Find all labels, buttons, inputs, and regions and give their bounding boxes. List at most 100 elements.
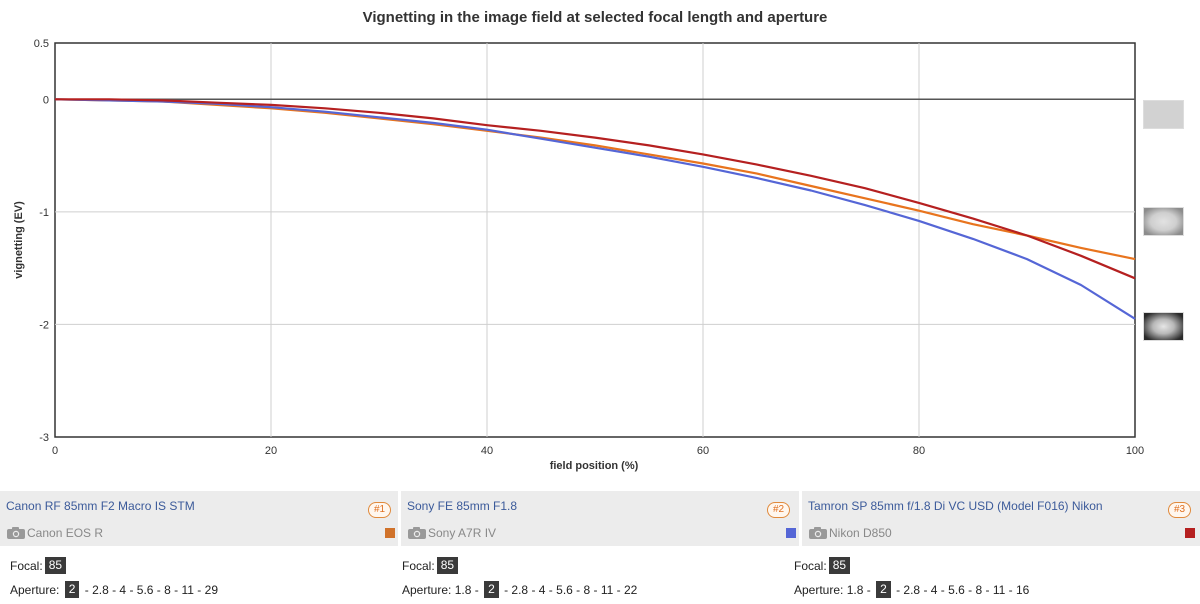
y-axis-title: vignetting (EV) xyxy=(13,201,25,279)
vignetting-chart: 0 20 40 60 80 100 0.5 0 -1 -2 -3 field position (%… xyxy=(13,38,1144,472)
aperture-option[interactable]: 22 xyxy=(624,582,638,597)
x-tick-label: 0 xyxy=(52,445,58,457)
camera-icon xyxy=(408,527,426,539)
focal-row: Focal: 85 xyxy=(794,557,852,574)
x-tick-label: 40 xyxy=(481,445,493,457)
aperture-separator: - xyxy=(545,582,557,597)
aperture-option[interactable]: 8 xyxy=(583,582,591,597)
aperture-row: Aperture: 2 - 2.8 - 4 - 5.6 - 8 - 11 - 2… xyxy=(10,581,218,598)
plot-frame xyxy=(54,42,1136,438)
aperture-option[interactable]: 4 xyxy=(538,582,546,597)
series-line-1 xyxy=(54,98,1136,261)
aperture-separator: - xyxy=(153,582,165,597)
x-tick-label: 60 xyxy=(697,445,709,457)
lens-number-badge: #3 xyxy=(1168,502,1192,518)
x-tick-label: 20 xyxy=(265,445,277,457)
aperture-separator: - xyxy=(863,582,875,597)
aperture-separator: - xyxy=(471,582,483,597)
y-tick-label: -2 xyxy=(39,319,49,331)
x-tick-label: 80 xyxy=(913,445,925,457)
aperture-option[interactable]: 2.8 xyxy=(92,582,109,597)
aperture-separator: - xyxy=(193,582,205,597)
aperture-separator: - xyxy=(500,582,512,597)
lens-panel-1: Canon RF 85mm F2 Macro IS STM #1 Canon E… xyxy=(0,491,398,546)
aperture-option[interactable]: 4 xyxy=(119,582,127,597)
series-layer xyxy=(54,98,1136,320)
aperture-option[interactable]: 1.8 xyxy=(846,582,864,597)
y-tick-label: -3 xyxy=(39,432,49,444)
series-line-2 xyxy=(54,98,1136,320)
vignetting-preview-light xyxy=(1143,100,1184,129)
aperture-option-selected[interactable]: 2 xyxy=(876,581,891,598)
y-tick-label: 0 xyxy=(43,94,49,106)
aperture-separator: - xyxy=(126,582,137,597)
aperture-spacer xyxy=(59,583,62,597)
aperture-option[interactable]: 11 xyxy=(181,582,194,597)
lens-name-link[interactable]: Tamron SP 85mm f/1.8 Di VC USD (Model F0… xyxy=(808,499,1103,513)
x-axis-title: field position (%) xyxy=(550,460,639,472)
aperture-option[interactable]: 4 xyxy=(930,582,938,597)
focal-label: Focal: xyxy=(794,558,827,573)
focal-value-selector[interactable]: 85 xyxy=(828,557,851,574)
y-tick-label: -1 xyxy=(39,207,49,219)
camera-row: Canon EOS R xyxy=(6,526,103,540)
y-tick-label: 0.5 xyxy=(34,38,49,50)
aperture-option[interactable]: 16 xyxy=(1016,582,1030,597)
focal-value-selector[interactable]: 85 xyxy=(44,557,67,574)
aperture-option[interactable]: 8 xyxy=(164,582,171,597)
focal-row: Focal: 85 xyxy=(402,557,460,574)
aperture-option[interactable]: 5.6 xyxy=(136,582,154,597)
aperture-separator: - xyxy=(613,582,624,597)
aperture-option[interactable]: 1.8 xyxy=(454,582,472,597)
aperture-option[interactable]: 29 xyxy=(204,582,218,597)
aperture-option-selected[interactable]: 2 xyxy=(64,581,80,598)
aperture-option[interactable]: 2.8 xyxy=(903,582,921,597)
focal-label: Focal: xyxy=(10,558,43,573)
aperture-separator: - xyxy=(108,582,120,597)
aperture-label: Aperture: xyxy=(794,582,844,597)
camera-name: Nikon D850 xyxy=(829,526,892,540)
aperture-separator: - xyxy=(170,582,182,597)
series-line-3 xyxy=(55,98,1136,280)
aperture-option[interactable]: 11 xyxy=(600,582,614,597)
lens-name-link[interactable]: Canon RF 85mm F2 Macro IS STM xyxy=(6,499,195,513)
camera-icon xyxy=(809,527,827,539)
aperture-option[interactable]: 5.6 xyxy=(556,582,573,597)
lens-name-link[interactable]: Sony FE 85mm F1.8 xyxy=(407,499,518,513)
camera-icon xyxy=(7,527,25,539)
chart-title: Vignetting in the image field at selecte… xyxy=(362,9,828,26)
aperture-separator: - xyxy=(572,582,584,597)
focal-row: Focal: 85 xyxy=(10,557,68,574)
vignetting-preview-medium xyxy=(1143,207,1184,236)
lens-number-badge: #1 xyxy=(368,502,392,518)
lens-panel-2: Sony FE 85mm F1.8 #2 Sony A7R IV xyxy=(401,491,799,546)
tick-layer: 0 20 40 60 80 100 0.5 0 -1 -2 -3 xyxy=(34,38,1144,457)
x-tick-label: 100 xyxy=(1126,445,1144,457)
aperture-option-selected[interactable]: 2 xyxy=(484,581,499,598)
aperture-option[interactable]: 8 xyxy=(975,582,983,597)
camera-name: Canon EOS R xyxy=(27,526,104,540)
aperture-separator: - xyxy=(1005,582,1016,597)
aperture-option[interactable]: 2.8 xyxy=(511,582,529,597)
camera-row: Sony A7R IV xyxy=(407,526,496,540)
aperture-separator: - xyxy=(937,582,949,597)
aperture-label: Aperture: xyxy=(402,582,452,597)
aperture-row: Aperture: 1.8 - 2 - 2.8 - 4 - 5.6 - 8 - … xyxy=(794,581,1029,598)
series-color-swatch xyxy=(786,528,796,538)
aperture-separator: - xyxy=(920,582,931,597)
camera-name: Sony A7R IV xyxy=(428,526,497,540)
aperture-separator: - xyxy=(528,582,539,597)
focal-value-selector[interactable]: 85 xyxy=(436,557,459,574)
aperture-option[interactable]: 5.6 xyxy=(948,582,965,597)
lens-number-badge: #2 xyxy=(767,502,791,518)
vignetting-preview-strong xyxy=(1143,312,1184,341)
aperture-separator: - xyxy=(982,582,993,597)
aperture-separator: - xyxy=(892,582,904,597)
aperture-option[interactable]: 11 xyxy=(992,582,1006,597)
camera-row: Nikon D850 xyxy=(808,526,892,540)
grid-layer xyxy=(54,42,1136,438)
aperture-row: Aperture: 1.8 - 2 - 2.8 - 4 - 5.6 - 8 - … xyxy=(402,581,637,598)
lens-panel-3: Tamron SP 85mm f/1.8 Di VC USD (Model F0… xyxy=(802,491,1200,546)
aperture-separator: - xyxy=(81,582,93,597)
series-color-swatch xyxy=(385,528,395,538)
